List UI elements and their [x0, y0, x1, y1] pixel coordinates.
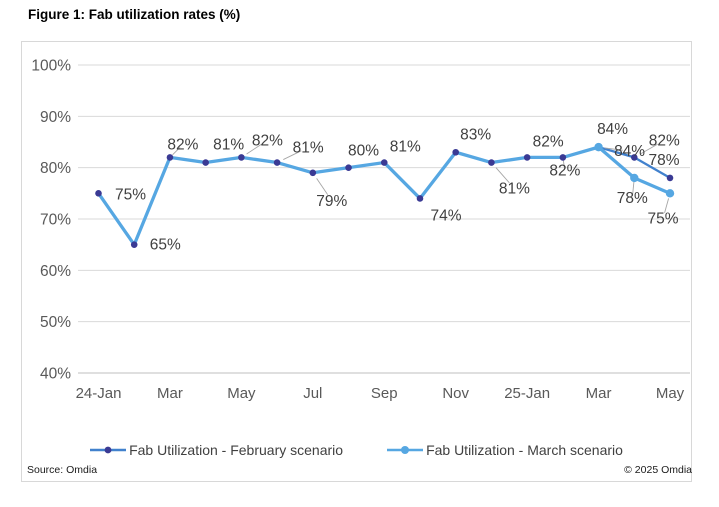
legend-label-march: Fab Utilization - March scenario [426, 442, 623, 458]
chart-frame [21, 41, 692, 482]
chart-legend: Fab Utilization - February scenario Fab … [21, 440, 692, 460]
copyright-note: © 2025 Omdia [624, 464, 692, 476]
figure-title: Figure 1: Fab utilization rates (%) [28, 7, 241, 22]
march-series-key-icon [387, 446, 424, 454]
legend-item-march: Fab Utilization - March scenario [387, 442, 623, 458]
source-note: Source: Omdia [27, 464, 98, 476]
legend-item-february: Fab Utilization - February scenario [90, 442, 343, 458]
legend-label-february: Fab Utilization - February scenario [129, 442, 344, 458]
february-series-key-icon [90, 446, 127, 454]
